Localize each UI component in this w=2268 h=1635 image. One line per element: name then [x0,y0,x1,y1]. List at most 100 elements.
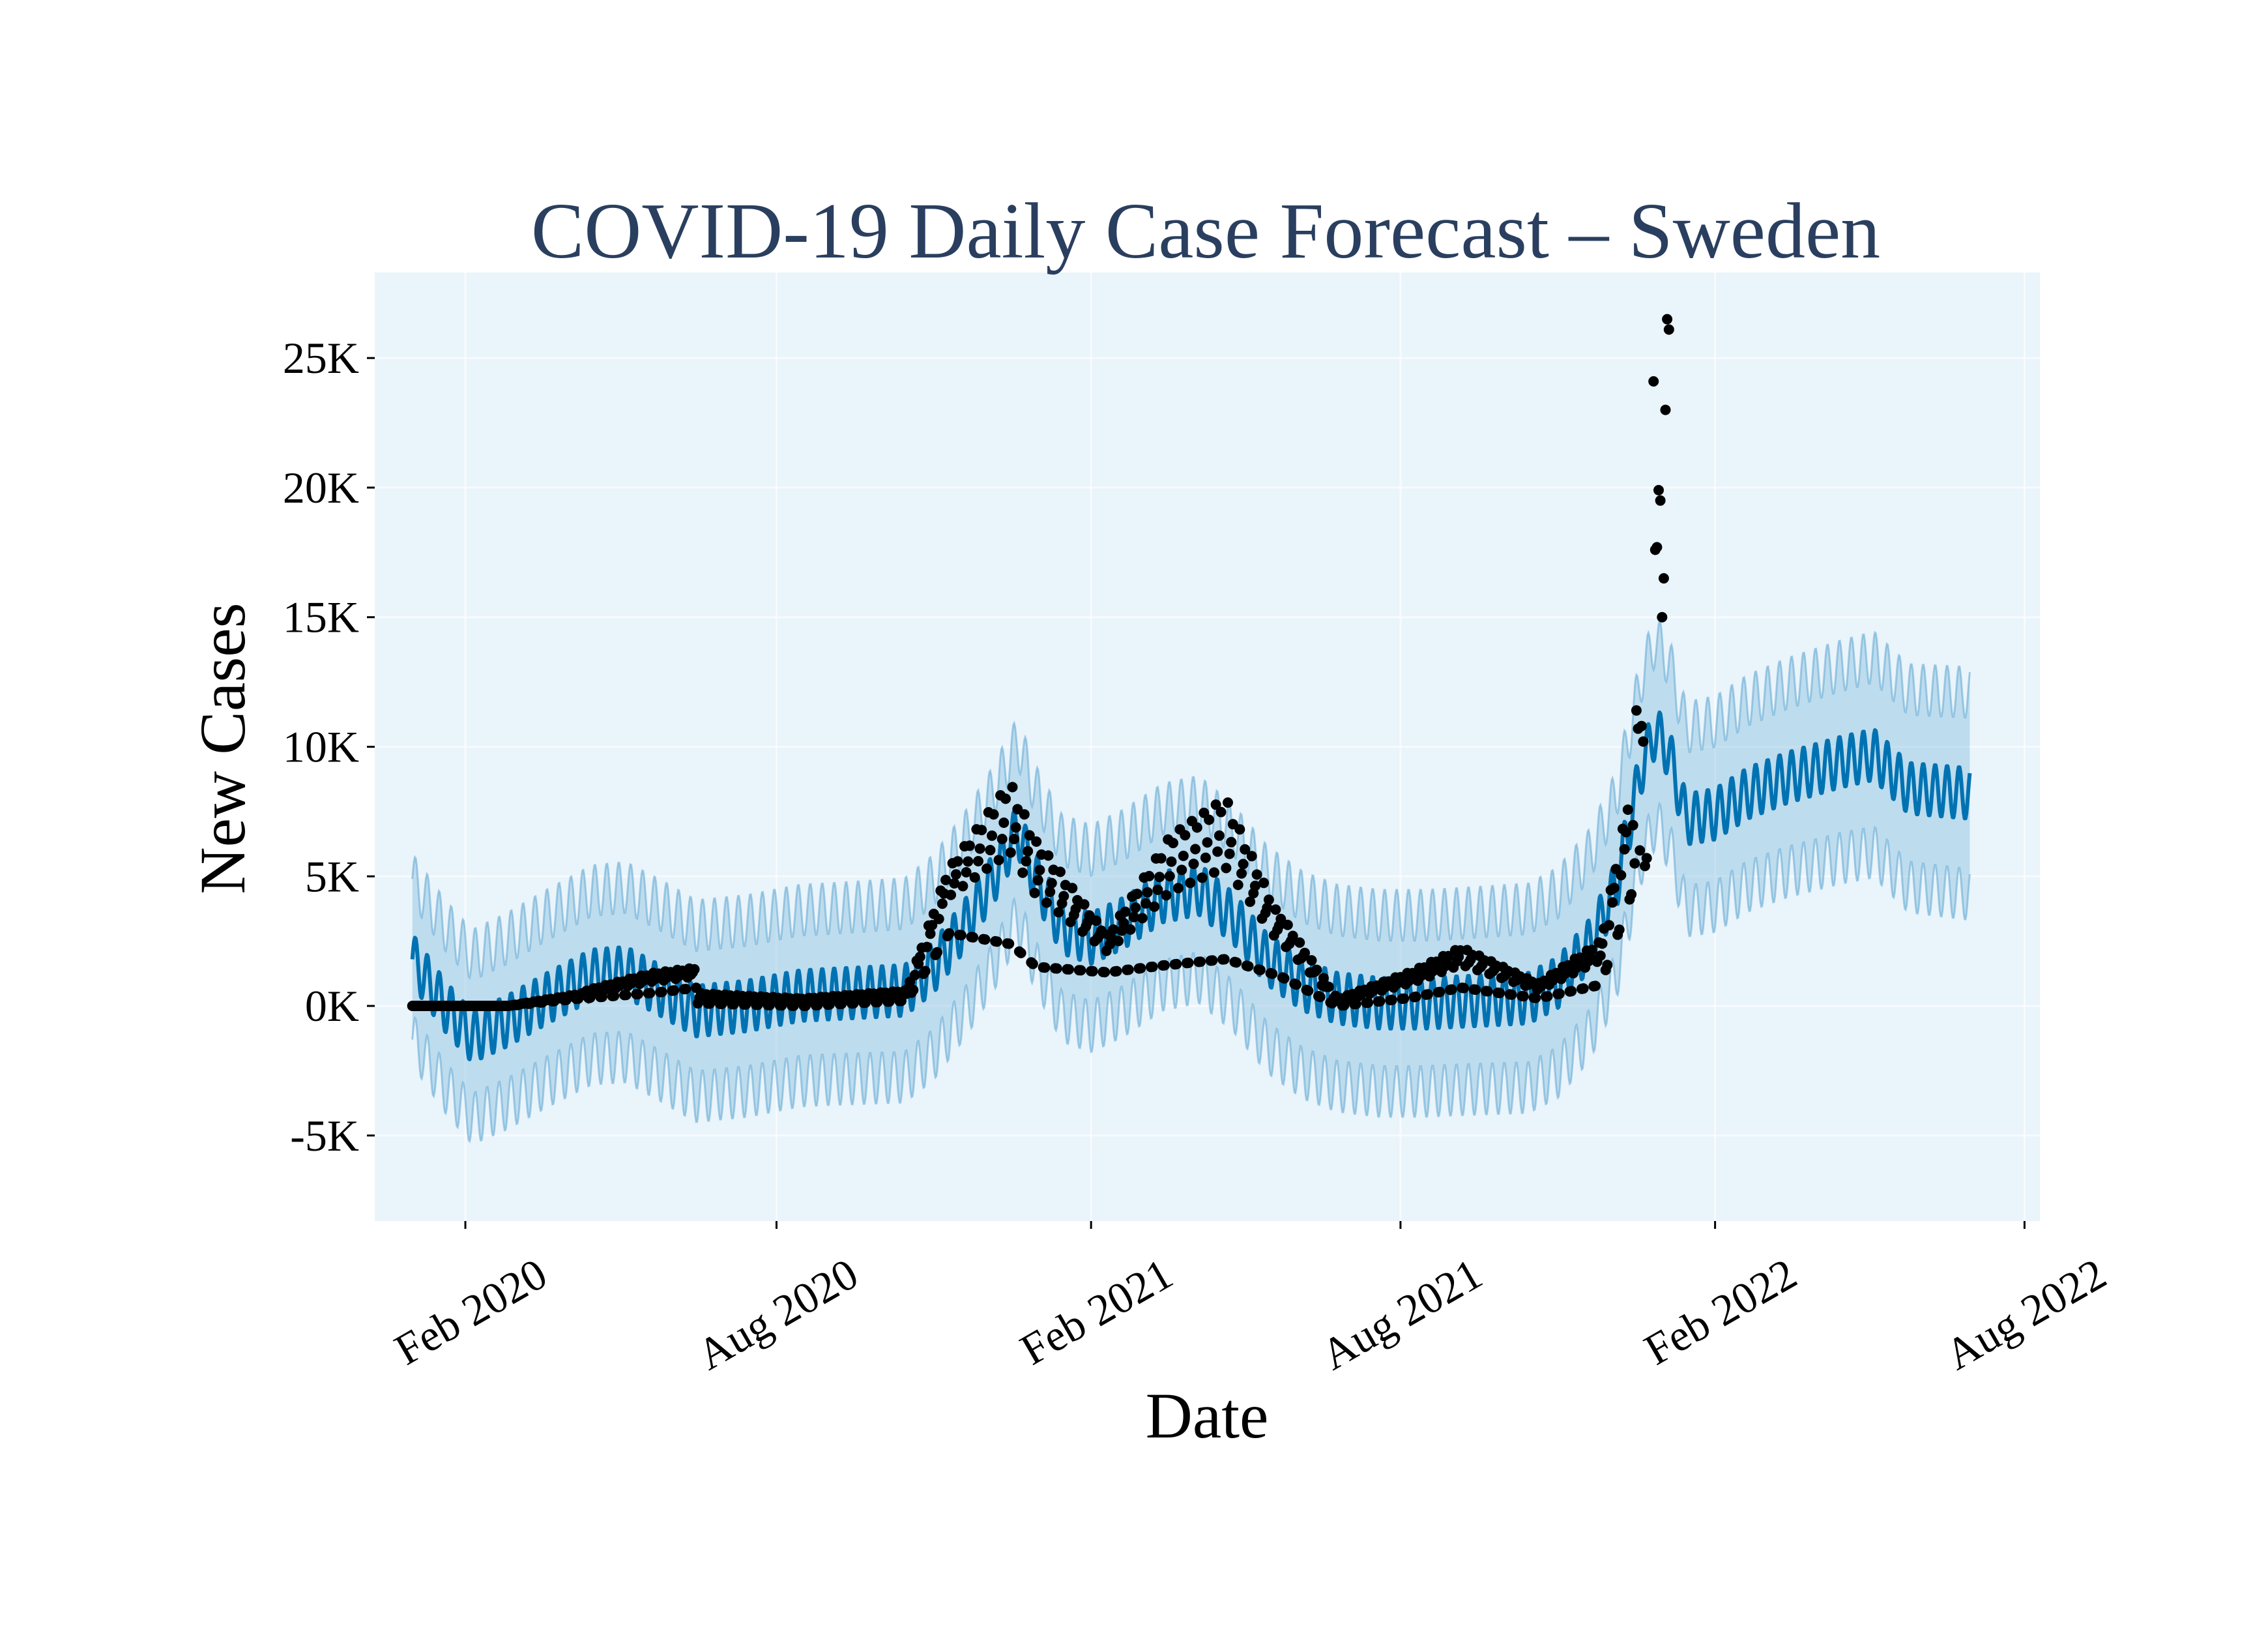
observed-point [1027,958,1038,969]
observed-point [1034,864,1045,876]
observed-point [925,928,936,939]
observed-point [1135,963,1146,974]
observed-point [1542,991,1553,1002]
observed-point [1113,935,1124,947]
observed-point [973,856,983,866]
observed-point [1125,924,1136,935]
observed-point [1149,901,1160,912]
observed-point [1236,868,1247,879]
upper-bound-line [411,618,1971,980]
observed-point [1142,887,1153,898]
y-tick-label: 10K [283,722,359,772]
observed-point [1578,983,1589,994]
observed-point [1054,866,1066,877]
observed-point [1099,967,1111,978]
observed-point [1249,880,1260,891]
observed-point [1200,852,1211,863]
observed-point [1214,830,1225,841]
observed-point [1506,989,1517,1000]
observed-point [656,986,667,997]
observed-point [1575,952,1586,963]
observed-point [1658,573,1669,584]
observed-point [1223,797,1233,808]
y-tick-label: 15K [283,593,359,642]
lower-bound-line [411,801,1971,1143]
observed-point [1657,611,1668,623]
observed-point [1053,907,1064,918]
observed-point [1040,962,1051,973]
observed-point [1171,958,1182,969]
observed-point [1070,904,1081,915]
observed-point [1446,984,1457,995]
observed-point [1221,862,1232,874]
observed-point [932,947,942,958]
observed-point [1614,924,1625,935]
observed-point [1386,994,1397,1005]
observed-point [1270,904,1281,915]
observed-point [933,913,944,924]
observed-point [1166,856,1177,867]
y-tick-label: 25K [283,333,359,383]
observed-point [1212,846,1223,857]
observed-point [1311,964,1322,975]
observed-point [920,965,931,977]
observed-point [1640,861,1650,872]
observed-point [1024,830,1035,841]
observed-point [1168,838,1178,849]
observed-point [998,818,1010,828]
observed-point [1616,870,1627,881]
observed-point [1185,877,1196,889]
x-tick-label: Feb 2020 [386,1248,555,1374]
observed-point [1275,913,1287,924]
observed-point [1091,915,1101,926]
observed-point [1626,889,1637,900]
observed-point [1087,965,1098,977]
observed-point [1662,314,1673,325]
observed-point [1219,954,1230,965]
observed-point [645,988,656,999]
observed-point [980,934,991,945]
observed-point [1137,913,1148,924]
observed-point [1207,955,1218,966]
observed-point [633,988,643,999]
observed-point [1608,883,1620,893]
observed-point [1566,986,1577,997]
observed-points [407,314,1674,1011]
observed-point [988,809,999,820]
observed-point [1399,993,1410,1004]
observed-point [1046,877,1057,889]
observed-point [1459,982,1469,994]
observed-point [1258,877,1270,889]
observed-point [1597,938,1608,949]
observed-point [1075,965,1086,976]
observed-point [914,951,925,962]
observed-point [1116,925,1127,936]
observed-point [1300,947,1310,958]
observed-point [1303,985,1314,996]
chart-title: COVID-19 Daily Case Forecast – Sweden [531,187,1880,275]
observed-point [1638,736,1649,747]
observed-point [909,969,920,980]
observed-point [1005,847,1016,858]
observed-point [1363,997,1374,1008]
observed-point [952,856,963,867]
observed-point [1663,324,1674,335]
observed-point [1648,376,1659,387]
observed-point [1031,836,1042,847]
observed-point [1118,917,1129,928]
observed-point [1195,956,1206,967]
observed-point [1287,930,1298,941]
observed-point [969,872,980,883]
observed-point [1434,986,1446,997]
observed-point [991,936,1002,947]
observed-point [968,932,979,943]
observed-point [1154,872,1165,883]
observed-point [1294,937,1305,948]
observed-point [1636,720,1647,731]
y-tick-label: 20K [283,463,359,512]
x-tick-label: Aug 2021 [1313,1248,1490,1379]
observed-point [1029,887,1040,898]
observed-point [993,855,1004,866]
observed-point [1240,844,1251,855]
